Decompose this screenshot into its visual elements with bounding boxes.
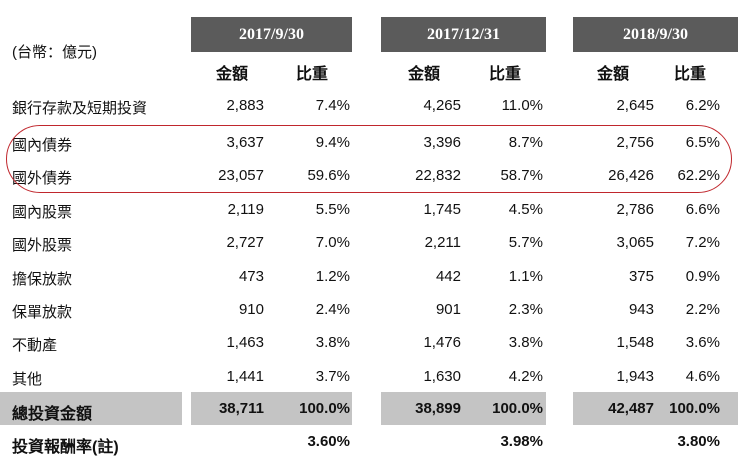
ratio-cell: 4.2% bbox=[508, 368, 543, 385]
amount-cell: 910 bbox=[238, 301, 264, 318]
ratio-cell: 5.5% bbox=[315, 201, 350, 218]
amount-cell: 473 bbox=[238, 268, 264, 285]
amount-cell: 2,119 bbox=[227, 201, 264, 218]
amount-cell: 1,745 bbox=[423, 201, 461, 218]
ratio-cell: 6.2% bbox=[685, 97, 720, 114]
amount-cell: 1,463 bbox=[226, 334, 264, 351]
ratio-cell: 8.7% bbox=[508, 134, 543, 151]
ratio-cell: 1.1% bbox=[508, 268, 543, 285]
ratio-column-header: 比重 bbox=[488, 66, 521, 83]
ratio-cell: 59.6% bbox=[307, 167, 350, 184]
bond-rows-highlight bbox=[6, 125, 732, 193]
ratio-cell: 2.3% bbox=[508, 301, 543, 318]
amount-cell: 23,057 bbox=[218, 167, 264, 184]
total-amount-cell: 42,487 bbox=[608, 400, 654, 417]
period-header: 2017/9/30 bbox=[191, 17, 352, 52]
return-rate-cell: 3.80% bbox=[677, 433, 720, 450]
return-rate-cell: 3.60% bbox=[307, 433, 350, 450]
ratio-cell: 7.2% bbox=[685, 234, 720, 251]
ratio-cell: 9.4% bbox=[315, 134, 350, 151]
total-amount-cell: 38,899 bbox=[415, 400, 461, 417]
row-label: 擔保放款 bbox=[12, 271, 73, 288]
total-ratio-cell: 100.0% bbox=[492, 400, 543, 417]
ratio-cell: 1.2% bbox=[315, 268, 350, 285]
ratio-cell: 3.6% bbox=[685, 334, 720, 351]
ratio-cell: 5.7% bbox=[508, 234, 543, 251]
amount-cell: 2,786 bbox=[616, 201, 654, 218]
amount-cell: 1,441 bbox=[226, 368, 264, 385]
amount-cell: 22,832 bbox=[415, 167, 461, 184]
total-row-bar bbox=[381, 392, 546, 425]
total-label: 總投資金額 bbox=[12, 406, 93, 423]
total-ratio-cell: 100.0% bbox=[299, 400, 350, 417]
ratio-cell: 58.7% bbox=[500, 167, 543, 184]
total-ratio-cell: 100.0% bbox=[669, 400, 720, 417]
amount-cell: 3,637 bbox=[226, 134, 264, 151]
row-label: 國外股票 bbox=[12, 237, 73, 254]
period-header: 2018/9/30 bbox=[573, 17, 738, 52]
total-amount-cell: 38,711 bbox=[218, 400, 264, 417]
amount-cell: 2,211 bbox=[424, 234, 461, 251]
amount-cell: 3,065 bbox=[616, 234, 654, 251]
return-rate-cell: 3.98% bbox=[500, 433, 543, 450]
ratio-cell: 6.6% bbox=[685, 201, 720, 218]
row-label: 其他 bbox=[12, 371, 43, 388]
row-label: 保單放款 bbox=[12, 304, 73, 321]
amount-cell: 26,426 bbox=[608, 167, 654, 184]
ratio-cell: 2.2% bbox=[685, 301, 720, 318]
amount-cell: 2,756 bbox=[616, 134, 654, 151]
ratio-cell: 4.5% bbox=[508, 201, 543, 218]
amount-cell: 2,883 bbox=[226, 97, 264, 114]
ratio-cell: 0.9% bbox=[685, 268, 720, 285]
amount-cell: 442 bbox=[435, 268, 461, 285]
return-rate-label: 投資報酬率(註) bbox=[12, 439, 119, 456]
ratio-cell: 11.0% bbox=[501, 97, 543, 114]
ratio-cell: 2.4% bbox=[315, 301, 350, 318]
amount-column-header: 金額 bbox=[215, 66, 248, 83]
amount-cell: 1,476 bbox=[423, 334, 461, 351]
ratio-column-header: 比重 bbox=[295, 66, 328, 83]
amount-cell: 1,630 bbox=[423, 368, 461, 385]
amount-cell: 901 bbox=[435, 301, 461, 318]
row-label: 不動產 bbox=[12, 337, 58, 354]
total-row-bar bbox=[0, 392, 182, 425]
amount-cell: 375 bbox=[628, 268, 654, 285]
amount-cell: 2,727 bbox=[226, 234, 264, 251]
amount-cell: 1,943 bbox=[616, 368, 654, 385]
row-label: 銀行存款及短期投資 bbox=[12, 100, 148, 117]
total-row-bar bbox=[191, 392, 352, 425]
amount-cell: 943 bbox=[628, 301, 654, 318]
ratio-column-header: 比重 bbox=[673, 66, 706, 83]
ratio-cell: 7.0% bbox=[315, 234, 350, 251]
amount-column-header: 金額 bbox=[596, 66, 629, 83]
ratio-cell: 7.4% bbox=[315, 97, 350, 114]
row-label: 國內股票 bbox=[12, 204, 73, 221]
ratio-cell: 3.8% bbox=[508, 334, 543, 351]
amount-cell: 2,645 bbox=[616, 97, 654, 114]
amount-cell: 4,265 bbox=[423, 97, 461, 114]
ratio-cell: 4.6% bbox=[685, 368, 720, 385]
unit-label: (台幣：億元) bbox=[12, 44, 97, 61]
total-row-bar bbox=[573, 392, 738, 425]
ratio-cell: 3.8% bbox=[315, 334, 350, 351]
amount-cell: 1,548 bbox=[616, 334, 654, 351]
amount-column-header: 金額 bbox=[407, 66, 440, 83]
amount-cell: 3,396 bbox=[423, 134, 461, 151]
ratio-cell: 3.7% bbox=[315, 368, 350, 385]
period-header: 2017/12/31 bbox=[381, 17, 546, 52]
